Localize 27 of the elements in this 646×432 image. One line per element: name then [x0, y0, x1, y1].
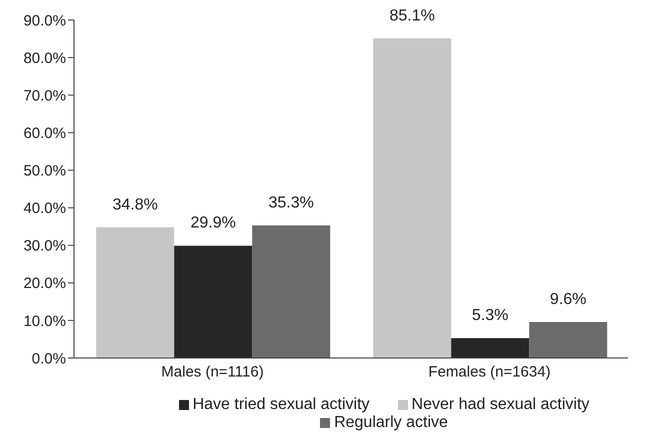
- data-label: 35.3%: [268, 194, 314, 212]
- y-tick-label: 20.0%: [23, 275, 66, 292]
- y-tick-label: 10.0%: [23, 312, 66, 330]
- bar: [252, 225, 330, 358]
- bar: [373, 38, 452, 358]
- y-tick-label: 60.0%: [23, 124, 66, 142]
- bar: [529, 322, 608, 358]
- x-tick-label: Males (n=1116): [161, 364, 264, 381]
- bar: [96, 227, 174, 358]
- y-tick-label: 50.0%: [23, 162, 66, 180]
- x-tick-label: Females (n=1634): [428, 364, 551, 381]
- y-tick-label: 40.0%: [23, 200, 66, 218]
- data-label: 34.8%: [112, 196, 158, 214]
- data-label: 29.9%: [190, 214, 236, 232]
- y-tick-label: 0.0%: [32, 350, 66, 368]
- legend-label: Never had sexual activity: [412, 396, 590, 413]
- y-tick-label: 30.0%: [23, 238, 66, 255]
- data-label: 85.1%: [389, 7, 435, 24]
- data-label: 5.3%: [472, 307, 508, 324]
- legend-label: Have tried sexual activity: [192, 396, 370, 413]
- y-tick-label: 90.0%: [23, 12, 66, 30]
- data-label: 9.6%: [550, 290, 586, 308]
- y-tick-label: 70.0%: [23, 87, 66, 104]
- y-tick-label: 80.0%: [23, 50, 66, 67]
- bar: [174, 246, 252, 358]
- legend-label: Regularly active: [334, 414, 448, 431]
- bar: [451, 338, 530, 358]
